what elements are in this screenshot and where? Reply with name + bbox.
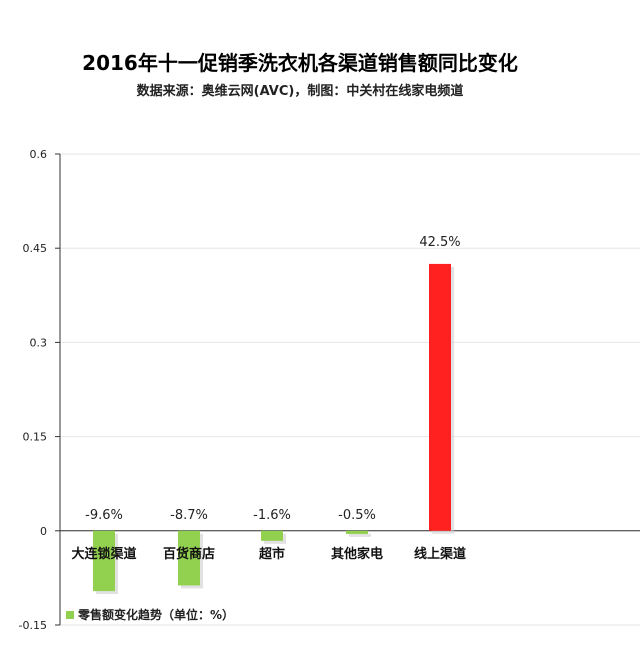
bar xyxy=(178,530,200,586)
data-label: -1.6% xyxy=(253,508,291,523)
y-tick-label: 0.3 xyxy=(30,336,48,349)
chart-subtitle: 数据来源：奥维云网(AVC)，制图：中关村在线家电频道 xyxy=(136,84,464,99)
bar xyxy=(429,263,451,531)
x-tick-label: 超市 xyxy=(259,546,285,562)
bar xyxy=(346,530,368,534)
y-tick-label: 0.15 xyxy=(23,431,48,444)
bar xyxy=(261,530,283,541)
y-tick-label: 0 xyxy=(40,525,47,538)
x-tick-label: 百货商店 xyxy=(163,546,215,562)
y-tick-label: 0.45 xyxy=(23,242,48,255)
data-label: -8.7% xyxy=(170,508,208,523)
chart-title: 2016年十一促销季洗衣机各渠道销售额同比变化 xyxy=(82,51,518,75)
data-label: 42.5% xyxy=(419,235,460,250)
x-tick-label: 线上渠道 xyxy=(414,546,466,562)
y-tick-label: -0.15 xyxy=(19,619,47,632)
legend-swatch xyxy=(66,610,74,619)
data-label: -9.6% xyxy=(85,508,123,523)
y-tick-label: 0.6 xyxy=(30,148,48,161)
data-label: -0.5% xyxy=(338,508,376,523)
bar-shadow xyxy=(349,533,371,537)
legend-label: 零售额变化趋势（单位：%） xyxy=(78,608,235,622)
legend: 零售额变化趋势（单位：%） xyxy=(66,606,234,623)
x-tick-label: 大连锁渠道 xyxy=(71,546,136,562)
bar xyxy=(93,530,115,592)
x-tick-label: 其他家电 xyxy=(331,546,383,562)
